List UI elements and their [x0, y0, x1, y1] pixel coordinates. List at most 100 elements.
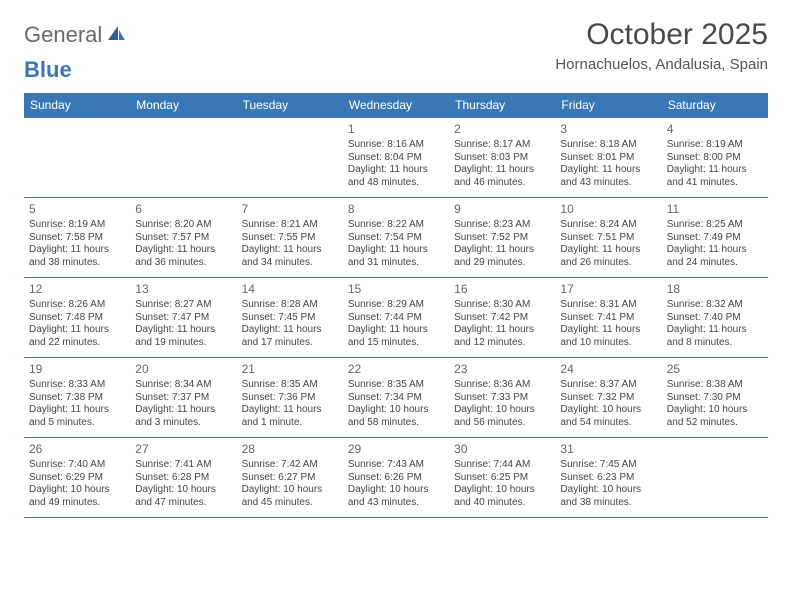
sunset-text: Sunset: 7:32 PM [560, 392, 656, 405]
daylight-text: Daylight: 11 hours and 1 minute. [242, 404, 338, 429]
week-row: 12Sunrise: 8:26 AMSunset: 7:48 PMDayligh… [24, 278, 768, 358]
title-block: October 2025 Hornachuelos, Andalusia, Sp… [555, 18, 768, 73]
daylight-text: Daylight: 11 hours and 36 minutes. [135, 244, 231, 269]
sunset-text: Sunset: 7:38 PM [29, 392, 125, 405]
sunset-text: Sunset: 7:42 PM [454, 312, 550, 325]
sunset-text: Sunset: 7:47 PM [135, 312, 231, 325]
sunrise-text: Sunrise: 8:28 AM [242, 299, 338, 312]
week-row: 19Sunrise: 8:33 AMSunset: 7:38 PMDayligh… [24, 358, 768, 438]
sunset-text: Sunset: 6:26 PM [348, 472, 444, 485]
day-cell: 23Sunrise: 8:36 AMSunset: 7:33 PMDayligh… [449, 358, 555, 437]
day-number: 2 [454, 122, 550, 137]
day-number: 4 [667, 122, 763, 137]
day-number: 24 [560, 362, 656, 377]
sunrise-text: Sunrise: 7:43 AM [348, 459, 444, 472]
day-cell: 11Sunrise: 8:25 AMSunset: 7:49 PMDayligh… [662, 198, 768, 277]
day-cell: 18Sunrise: 8:32 AMSunset: 7:40 PMDayligh… [662, 278, 768, 357]
day-cell: 10 Sunrise: 8:24 AMSunset: 7:51 PMDayligh… [555, 198, 661, 277]
sunrise-text: Sunrise: 8:29 AM [348, 299, 444, 312]
sunrise-text: Sunrise: 8:27 AM [135, 299, 231, 312]
day-number: 21 [242, 362, 338, 377]
daylight-text: Daylight: 11 hours and 19 minutes. [135, 324, 231, 349]
brand-part1: General [24, 22, 102, 48]
daylight-text: Daylight: 11 hours and 26 minutes. [560, 244, 656, 269]
daylight-text: Daylight: 11 hours and 46 minutes. [454, 164, 550, 189]
days-of-week-header: Sunday Monday Tuesday Wednesday Thursday… [24, 93, 768, 118]
day-number: 31 [560, 442, 656, 457]
daylight-text: Daylight: 10 hours and 43 minutes. [348, 484, 444, 509]
daylight-text: Daylight: 11 hours and 10 minutes. [560, 324, 656, 349]
day-number: 8 [348, 202, 444, 217]
sunset-text: Sunset: 6:29 PM [29, 472, 125, 485]
day-number: 26 [29, 442, 125, 457]
sunset-text: Sunset: 7:58 PM [29, 232, 125, 245]
sunset-text: Sunset: 7:57 PM [135, 232, 231, 245]
sunset-text: Sunset: 6:28 PM [135, 472, 231, 485]
sunrise-text: Sunrise: 8:17 AM [454, 139, 550, 152]
sunrise-text: Sunrise: 8:30 AM [454, 299, 550, 312]
day-number: 5 [29, 202, 125, 217]
sunset-text: Sunset: 6:27 PM [242, 472, 338, 485]
day-cell: 27Sunrise: 7:41 AMSunset: 6:28 PMDayligh… [130, 438, 236, 517]
daylight-text: Daylight: 11 hours and 22 minutes. [29, 324, 125, 349]
sunset-text: Sunset: 7:51 PM [560, 232, 656, 245]
day-cell [237, 118, 343, 197]
sunrise-text: Sunrise: 8:24 AM [560, 219, 656, 232]
day-number: 3 [560, 122, 656, 137]
day-cell: 6Sunrise: 8:20 AMSunset: 7:57 PMDaylight… [130, 198, 236, 277]
day-cell: 19Sunrise: 8:33 AMSunset: 7:38 PMDayligh… [24, 358, 130, 437]
dow-thursday: Thursday [449, 93, 555, 118]
page: General October 2025 Hornachuelos, Andal… [0, 0, 792, 538]
sunrise-text: Sunrise: 7:45 AM [560, 459, 656, 472]
day-cell: 31Sunrise: 7:45 AMSunset: 6:23 PMDayligh… [555, 438, 661, 517]
daylight-text: Daylight: 11 hours and 12 minutes. [454, 324, 550, 349]
day-number: 20 [135, 362, 231, 377]
day-cell: 21Sunrise: 8:35 AMSunset: 7:36 PMDayligh… [237, 358, 343, 437]
daylight-text: Daylight: 11 hours and 43 minutes. [560, 164, 656, 189]
day-cell: 22Sunrise: 8:35 AMSunset: 7:34 PMDayligh… [343, 358, 449, 437]
day-cell: 29Sunrise: 7:43 AMSunset: 6:26 PMDayligh… [343, 438, 449, 517]
day-cell: 17Sunrise: 8:31 AMSunset: 7:41 PMDayligh… [555, 278, 661, 357]
day-cell: 4Sunrise: 8:19 AMSunset: 8:00 PMDaylight… [662, 118, 768, 197]
daylight-text: Daylight: 10 hours and 47 minutes. [135, 484, 231, 509]
day-cell: 5Sunrise: 8:19 AMSunset: 7:58 PMDaylight… [24, 198, 130, 277]
day-number: 16 [454, 282, 550, 297]
day-cell: 15Sunrise: 8:29 AMSunset: 7:44 PMDayligh… [343, 278, 449, 357]
day-cell: 24Sunrise: 8:37 AMSunset: 7:32 PMDayligh… [555, 358, 661, 437]
daylight-text: Daylight: 11 hours and 31 minutes. [348, 244, 444, 269]
sunrise-text: Sunrise: 8:26 AM [29, 299, 125, 312]
sunset-text: Sunset: 7:37 PM [135, 392, 231, 405]
day-number: 10 [560, 202, 656, 217]
location-subtitle: Hornachuelos, Andalusia, Spain [555, 56, 768, 73]
weeks-container: 1Sunrise: 8:16 AMSunset: 8:04 PMDaylight… [24, 118, 768, 518]
day-number: 7 [242, 202, 338, 217]
day-number: 22 [348, 362, 444, 377]
day-cell: 30Sunrise: 7:44 AMSunset: 6:25 PMDayligh… [449, 438, 555, 517]
sunset-text: Sunset: 7:41 PM [560, 312, 656, 325]
day-cell: 1Sunrise: 8:16 AMSunset: 8:04 PMDaylight… [343, 118, 449, 197]
sunset-text: Sunset: 8:03 PM [454, 152, 550, 165]
day-cell: 16 Sunrise: 8:30 AMSunset: 7:42 PMDayligh… [449, 278, 555, 357]
week-row: 26Sunrise: 7:40 AMSunset: 6:29 PMDayligh… [24, 438, 768, 518]
daylight-text: Daylight: 11 hours and 29 minutes. [454, 244, 550, 269]
sunrise-text: Sunrise: 8:32 AM [667, 299, 763, 312]
sunrise-text: Sunrise: 8:21 AM [242, 219, 338, 232]
day-number: 6 [135, 202, 231, 217]
daylight-text: Daylight: 10 hours and 40 minutes. [454, 484, 550, 509]
daylight-text: Daylight: 10 hours and 38 minutes. [560, 484, 656, 509]
day-cell: 26Sunrise: 7:40 AMSunset: 6:29 PMDayligh… [24, 438, 130, 517]
day-cell: 3Sunrise: 8:18 AMSunset: 8:01 PMDaylight… [555, 118, 661, 197]
sunrise-text: Sunrise: 8:33 AM [29, 379, 125, 392]
sunrise-text: Sunrise: 8:34 AM [135, 379, 231, 392]
dow-wednesday: Wednesday [343, 93, 449, 118]
day-number: 25 [667, 362, 763, 377]
day-number: 15 [348, 282, 444, 297]
page-title: October 2025 [555, 18, 768, 52]
daylight-text: Daylight: 11 hours and 3 minutes. [135, 404, 231, 429]
sunset-text: Sunset: 7:33 PM [454, 392, 550, 405]
sunrise-text: Sunrise: 8:23 AM [454, 219, 550, 232]
sunrise-text: Sunrise: 8:19 AM [667, 139, 763, 152]
sunset-text: Sunset: 7:54 PM [348, 232, 444, 245]
day-cell: 12Sunrise: 8:26 AMSunset: 7:48 PMDayligh… [24, 278, 130, 357]
daylight-text: Daylight: 11 hours and 24 minutes. [667, 244, 763, 269]
